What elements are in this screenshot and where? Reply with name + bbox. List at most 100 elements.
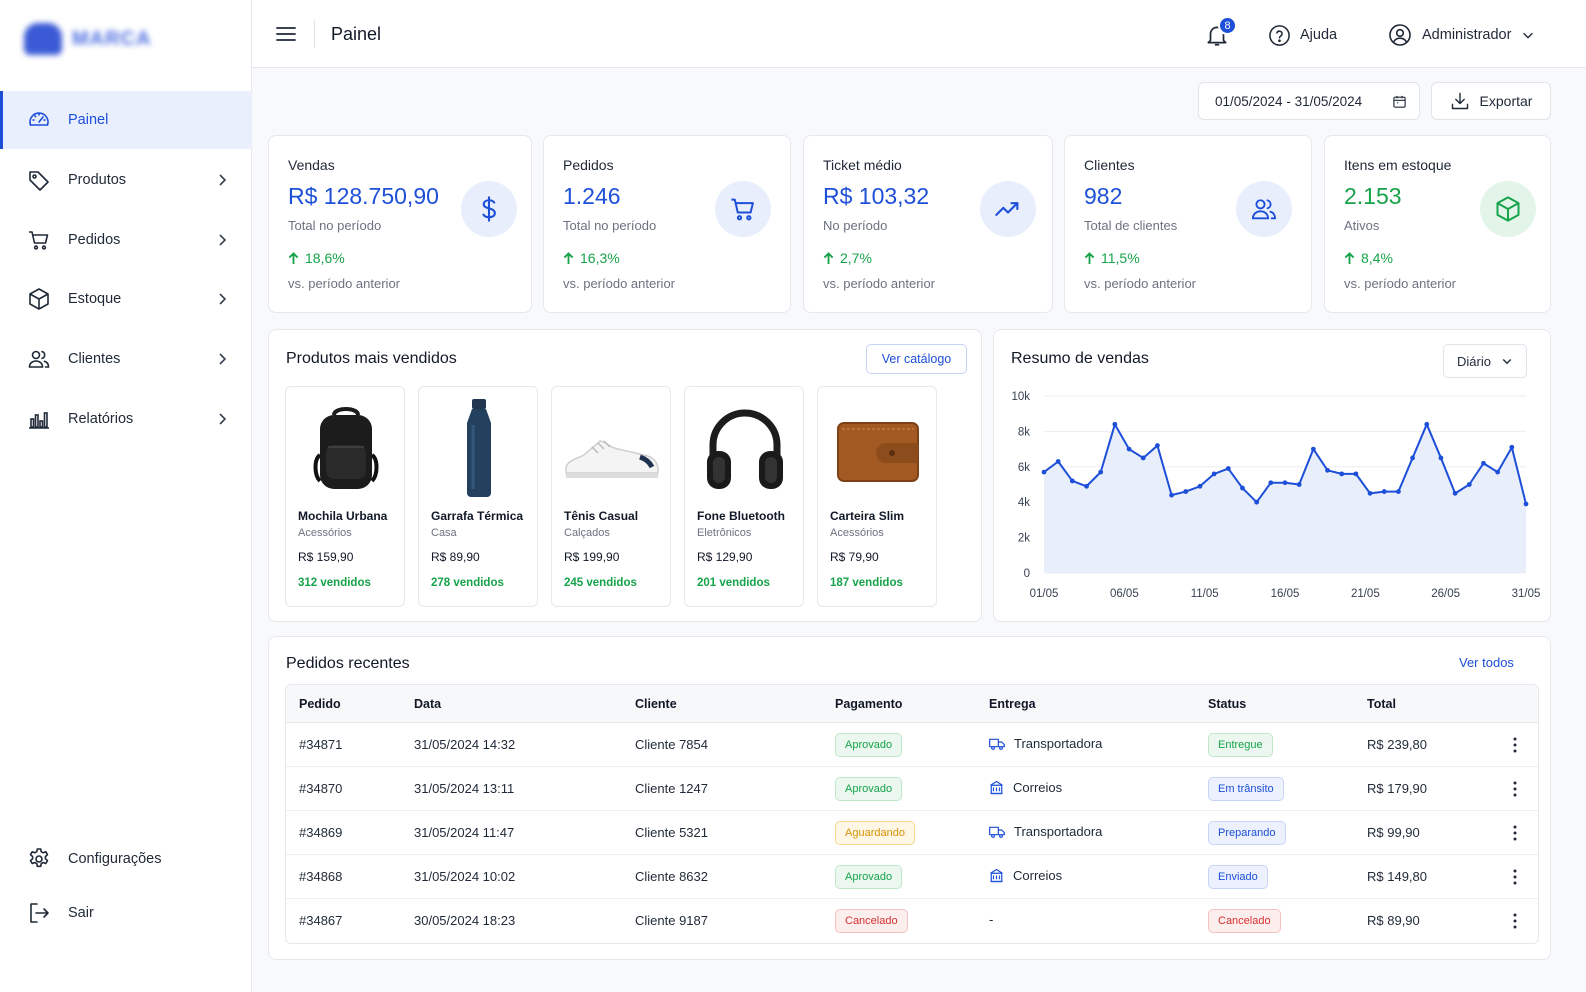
- delivery-method: -: [989, 912, 993, 927]
- product-card[interactable]: Fone Bluetooth Eletrônicos R$ 129,90 201…: [684, 386, 804, 607]
- more-options-icon[interactable]: [1508, 824, 1522, 842]
- table-row[interactable]: #34869 31/05/2024 11:47 Cliente 5321 Agu…: [286, 811, 1538, 855]
- product-card[interactable]: Garrafa Térmica Casa R$ 89,90 278 vendid…: [418, 386, 538, 607]
- data-point: [1211, 471, 1217, 477]
- order-client: Cliente 8632: [635, 869, 708, 884]
- user-menu[interactable]: Administrador: [1388, 22, 1535, 48]
- y-tick-label: 8k: [1018, 426, 1030, 438]
- x-tick-label: 31/05: [1512, 588, 1541, 600]
- column-header[interactable]: Cliente: [635, 697, 677, 711]
- x-tick-label: 01/05: [1030, 588, 1059, 600]
- brand-logo[interactable]: MARCA: [24, 22, 209, 56]
- column-header[interactable]: Pagamento: [835, 697, 903, 711]
- order-id[interactable]: #34869: [299, 825, 343, 840]
- sidebar-item-clientes[interactable]: Clientes: [0, 330, 252, 388]
- kpi-title: Vendas: [288, 157, 335, 173]
- product-sold: 201 vendidos: [697, 577, 770, 589]
- download-icon: [1451, 92, 1468, 110]
- more-options-icon[interactable]: [1508, 912, 1522, 930]
- see-all-orders-link[interactable]: Ver todos: [1459, 655, 1514, 670]
- delivery-method: Transportadora: [989, 736, 1102, 751]
- data-point: [1339, 471, 1345, 477]
- x-tick-label: 26/05: [1431, 588, 1460, 600]
- data-point: [1424, 421, 1430, 427]
- page-title: Painel: [331, 24, 382, 44]
- kpi-title: Pedidos: [563, 157, 614, 173]
- data-point: [1466, 482, 1472, 487]
- export-button[interactable]: Exportar: [1431, 82, 1551, 120]
- delivery-label: Correios: [1013, 868, 1063, 883]
- kpi-title: Ticket médio: [823, 157, 902, 173]
- product-card[interactable]: Tênis Casual Calçados R$ 199,90 245 vend…: [551, 386, 671, 607]
- recent-orders-panel: Pedidos recentes Ver todos Pedido Data C…: [268, 636, 1551, 960]
- column-header[interactable]: Total: [1367, 697, 1396, 711]
- data-point: [1084, 483, 1089, 489]
- arrow-up-icon: [823, 251, 834, 264]
- menu-icon[interactable]: [274, 22, 298, 46]
- sidebar-item-configuracoes[interactable]: Configurações: [0, 830, 252, 888]
- column-header[interactable]: Pedido: [299, 697, 341, 711]
- product-sold: 278 vendidos: [431, 577, 504, 589]
- order-id[interactable]: #34871: [299, 737, 343, 752]
- order-id[interactable]: #34867: [299, 913, 343, 928]
- x-tick-label: 06/05: [1110, 588, 1139, 600]
- sales-summary-panel: Resumo de vendas Diário 0 2k 4k 6k 8k 10k 01/0…: [993, 329, 1551, 622]
- help-button[interactable]: Ajuda: [1268, 22, 1337, 48]
- data-point: [1438, 455, 1444, 461]
- data-point: [1410, 455, 1415, 461]
- data-point: [1183, 489, 1189, 494]
- order-total: R$ 239,80: [1367, 737, 1427, 752]
- top-products-panel: Produtos mais vendidos Ver catálogo Moch…: [268, 329, 982, 622]
- kpi-delta-value: 2,7%: [840, 250, 872, 266]
- data-point: [1268, 480, 1274, 486]
- period-select[interactable]: Diário: [1443, 344, 1527, 378]
- sidebar-item-estoque[interactable]: Estoque: [0, 270, 252, 328]
- sidebar-item-sair[interactable]: Sair: [0, 884, 252, 942]
- data-point: [1069, 478, 1075, 484]
- kpi-title: Itens em estoque: [1344, 157, 1452, 173]
- user-name: Administrador: [1422, 27, 1512, 43]
- delivery-method: Transportadora: [989, 824, 1102, 839]
- sidebar: MARCA Painel Produtos Pedidos Estoque Cl…: [0, 0, 252, 992]
- sidebar-item-painel[interactable]: Painel: [0, 91, 252, 149]
- product-card[interactable]: Mochila Urbana Acessórios R$ 159,90 312 …: [285, 386, 405, 607]
- table-row[interactable]: #34871 31/05/2024 14:32 Cliente 7854 Apr…: [286, 723, 1538, 767]
- order-id[interactable]: #34870: [299, 781, 343, 796]
- kpi-comparison: vs. período anterior: [1084, 276, 1197, 291]
- product-card[interactable]: Carteira Slim Acessórios R$ 79,90 187 ve…: [817, 386, 937, 607]
- more-options-icon[interactable]: [1508, 736, 1522, 754]
- sidebar-item-pedidos[interactable]: Pedidos: [0, 211, 252, 269]
- table-row[interactable]: #34867 30/05/2024 18:23 Cliente 9187 Can…: [286, 899, 1538, 943]
- table-row[interactable]: #34870 31/05/2024 13:11 Cliente 1247 Apr…: [286, 767, 1538, 811]
- table-row[interactable]: #34868 31/05/2024 10:02 Cliente 8632 Apr…: [286, 855, 1538, 899]
- kpi-delta-value: 18,6%: [305, 250, 345, 266]
- view-catalog-button[interactable]: Ver catálogo: [866, 344, 967, 374]
- product-sold: 187 vendidos: [830, 577, 903, 589]
- sidebar-item-produtos[interactable]: Produtos: [0, 151, 252, 209]
- more-options-icon[interactable]: [1508, 868, 1522, 886]
- data-point: [1197, 483, 1203, 489]
- column-header[interactable]: Data: [414, 697, 442, 711]
- status-badge: Em trânsito: [1208, 777, 1284, 801]
- sidebar-item-label: Painel: [68, 112, 109, 128]
- notification-badge[interactable]: 8: [1218, 16, 1237, 35]
- question-icon: [1269, 24, 1290, 46]
- data-point: [1523, 501, 1529, 507]
- data-point: [1254, 499, 1260, 505]
- status-badge: Entregue: [1208, 733, 1273, 757]
- sidebar-item-relatorios[interactable]: Relatórios: [0, 390, 252, 448]
- column-header[interactable]: Entrega: [989, 697, 1036, 711]
- kpi-subtitle: Total de clientes: [1084, 218, 1178, 233]
- order-date: 31/05/2024 10:02: [414, 869, 516, 884]
- data-point: [1112, 421, 1118, 427]
- order-id[interactable]: #34868: [299, 869, 343, 884]
- status-badge: Preparando: [1208, 821, 1286, 845]
- more-options-icon[interactable]: [1508, 780, 1522, 798]
- period-select-value: Diário: [1457, 353, 1491, 369]
- order-total: R$ 99,90: [1367, 825, 1420, 840]
- column-header[interactable]: Status: [1208, 697, 1247, 711]
- data-point: [1169, 492, 1174, 498]
- kpi-subtitle: Total no período: [563, 218, 657, 233]
- date-range-picker[interactable]: 01/05/2024 - 31/05/2024: [1198, 82, 1420, 120]
- status-badge: Enviado: [1208, 865, 1268, 889]
